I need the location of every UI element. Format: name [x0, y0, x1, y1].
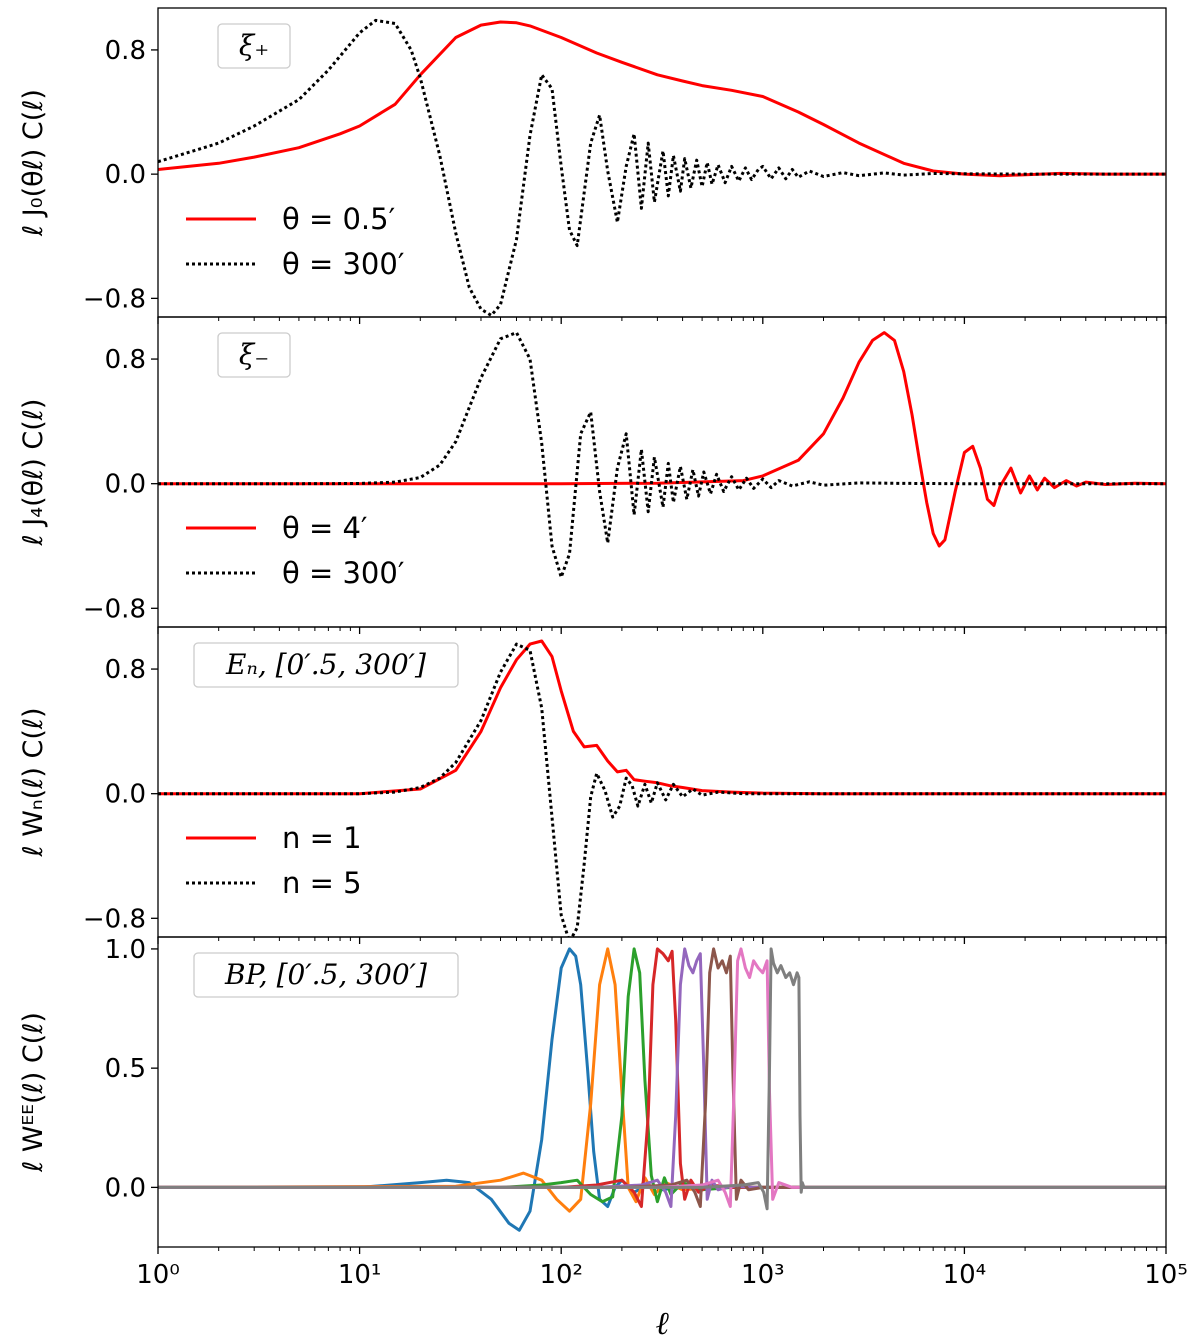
- x-tick-label: 10⁴: [943, 1260, 987, 1290]
- series-line-1: [158, 331, 1166, 548]
- y-tick-label: 0.0: [105, 780, 146, 810]
- x-tick-label: 10¹: [338, 1260, 382, 1290]
- series-line-6: [158, 947, 1166, 1208]
- y-tick-label: 0.0: [105, 160, 146, 190]
- panel-label-box: [217, 332, 291, 378]
- y-axis-label: ℓ J₀(θℓ) C(ℓ): [18, 89, 49, 237]
- panel-2: −0.8 0.0 0.8 ℓ J₄(θℓ) C(ℓ) ξ₋ θ = 4′ θ = 300′: [18, 316, 1167, 634]
- legend-label: θ = 0.5′: [282, 202, 395, 236]
- y-tick-label: 0.8: [105, 345, 146, 375]
- series-line-8: [158, 947, 1166, 1211]
- y-axis-label: ℓ Wₙ(ℓ) C(ℓ): [18, 707, 49, 857]
- panel-1: −0.8 0.0 0.8 ℓ J₀(θℓ) C(ℓ) ξ₊ θ = 0.5′ θ = 300…: [18, 7, 1167, 324]
- x-tick-label: 10³: [741, 1260, 785, 1290]
- panel-label: Eₙ, [0′.5, 300′]: [225, 648, 426, 681]
- panel-label: ξ₋: [239, 338, 269, 371]
- y-tick-label: −0.8: [83, 284, 146, 314]
- y-axis-label: ℓ Wᴱᴱ(ℓ) C(ℓ): [18, 1012, 49, 1173]
- y-tick-label: 0.0: [105, 470, 146, 500]
- series-line-1: [158, 20, 1166, 178]
- panel-label-box: [217, 23, 291, 69]
- y-tick-label: 1.0: [105, 935, 146, 965]
- panel-label: ξ₊: [239, 29, 269, 62]
- y-axis-label: ℓ J₄(θℓ) C(ℓ): [18, 399, 49, 547]
- x-tick-label: 10²: [539, 1260, 583, 1290]
- x-tick-label: 10⁵: [1144, 1260, 1188, 1290]
- y-tick-label: −0.8: [83, 594, 146, 624]
- series-line-2: [158, 642, 1166, 937]
- legend-label: θ = 300′: [282, 556, 404, 590]
- y-tick-label: −0.8: [83, 904, 146, 934]
- y-tick-label: 0.5: [105, 1054, 146, 1084]
- panel-3: −0.8 0.0 0.8 ℓ Wₙ(ℓ) C(ℓ) Eₙ, [0′.5, 300′] n …: [18, 626, 1167, 944]
- y-tick-label: 0.8: [105, 655, 146, 685]
- series-line-2: [158, 18, 1166, 317]
- legend-label: n = 5: [282, 866, 362, 900]
- series-line-7: [158, 947, 1166, 1208]
- panel-label-box: [193, 642, 459, 688]
- legend-label: θ = 300′: [282, 247, 404, 281]
- legend-label: θ = 4′: [282, 511, 368, 545]
- panel-label: BP, [0′.5, 300′]: [224, 958, 427, 991]
- x-axis-label: ℓ: [655, 1304, 669, 1342]
- series-line-2: [158, 331, 1166, 579]
- x-tick-label: 10⁰: [136, 1260, 180, 1290]
- panel-label-box: [193, 952, 459, 998]
- panel-4: 0.0 0.5 1.0 ℓ Wᴱᴱ(ℓ) C(ℓ) BP, [0′.5, 300′] 10…: [18, 935, 1188, 1342]
- y-tick-label: 0.8: [105, 36, 146, 66]
- legend-label: n = 1: [282, 821, 362, 855]
- y-tick-label: 0.0: [105, 1173, 146, 1203]
- plot-frame: [157, 936, 1167, 1248]
- series-line-5: [158, 947, 1166, 1208]
